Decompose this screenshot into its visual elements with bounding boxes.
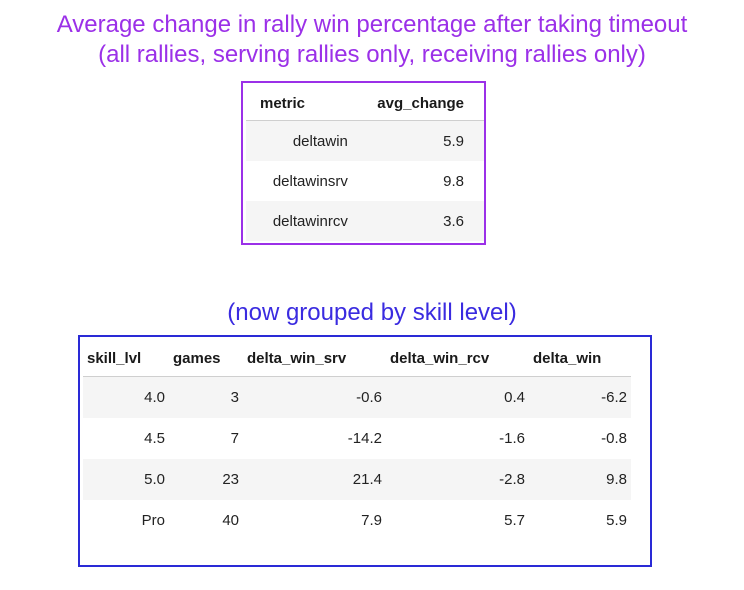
header-delta-win-srv: delta_win_srv	[243, 340, 386, 377]
cell-skill-lvl: 5.0	[83, 459, 169, 500]
cell-delta-win-srv: 21.4	[243, 459, 386, 500]
header-delta-win: delta_win	[529, 340, 631, 377]
header-delta-win-rcv: delta_win_rcv	[386, 340, 529, 377]
skill-table-frame: skill_lvl games delta_win_srv delta_win_…	[78, 335, 652, 567]
cell-delta-win: 9.8	[529, 459, 631, 500]
cell-delta-win-rcv: 5.7	[504, 512, 525, 529]
cell-avg-change: 3.6	[361, 201, 484, 241]
table-row: deltawinsrv 9.8	[246, 161, 484, 201]
cell-metric: deltawinsrv	[272, 172, 348, 190]
header-games: games	[169, 340, 243, 377]
title-line-1: Average change in rally win percentage a…	[56, 11, 688, 38]
header-avg-change: avg_change	[361, 86, 484, 121]
cell-skill-lvl: Pro	[141, 512, 165, 529]
cell-metric: deltawinrcv	[246, 201, 362, 241]
table-row: deltawinrcv 3.6	[246, 201, 484, 241]
cell-delta-win: 5.9	[606, 512, 627, 529]
cell-delta-win: -6.2	[529, 376, 631, 418]
cell-delta-win-rcv: 0.4	[386, 376, 529, 418]
summary-table: metric avg_change deltawin 5.9 deltawins…	[246, 86, 484, 241]
cell-delta-win-srv: 7.9	[361, 512, 382, 529]
cell-avg-change: 9.8	[443, 172, 464, 190]
summary-table-frame: metric avg_change deltawin 5.9 deltawins…	[241, 81, 486, 245]
skill-table: skill_lvl games delta_win_srv delta_win_…	[83, 340, 631, 541]
cell-avg-change: 5.9	[361, 120, 484, 161]
title-line-2: (all rallies, serving rallies only, rece…	[98, 41, 646, 68]
cell-games: 40	[222, 512, 239, 529]
cell-metric: deltawin	[246, 120, 362, 161]
cell-delta-win-srv: -14.2	[347, 430, 382, 447]
table-row: 4.0 3 -0.6 0.4 -6.2	[83, 376, 631, 418]
skill-table-header-row: skill_lvl games delta_win_srv delta_win_…	[83, 340, 631, 377]
cell-games: 23	[169, 459, 243, 500]
header-skill-lvl: skill_lvl	[83, 340, 169, 377]
page-title: Average change in rally win percentage a…	[0, 10, 744, 70]
cell-games: 7	[230, 430, 239, 447]
cell-games: 3	[169, 376, 243, 418]
header-metric: metric	[246, 86, 362, 121]
cell-delta-win: -0.8	[601, 430, 627, 447]
cell-delta-win-rcv: -2.8	[386, 459, 529, 500]
table-row: deltawin 5.9	[246, 120, 484, 161]
cell-delta-win-srv: -0.6	[243, 376, 386, 418]
table-row: 5.0 23 21.4 -2.8 9.8	[83, 459, 631, 500]
cell-delta-win-rcv: -1.6	[499, 430, 525, 447]
table-row: Pro 40 7.9 5.7 5.9	[83, 500, 631, 541]
cell-skill-lvl: 4.0	[83, 376, 169, 418]
summary-table-header-row: metric avg_change	[246, 86, 484, 121]
section-subtitle: (now grouped by skill level)	[227, 299, 517, 326]
cell-skill-lvl: 4.5	[144, 430, 165, 447]
table-row: 4.5 7 -14.2 -1.6 -0.8	[83, 418, 631, 459]
